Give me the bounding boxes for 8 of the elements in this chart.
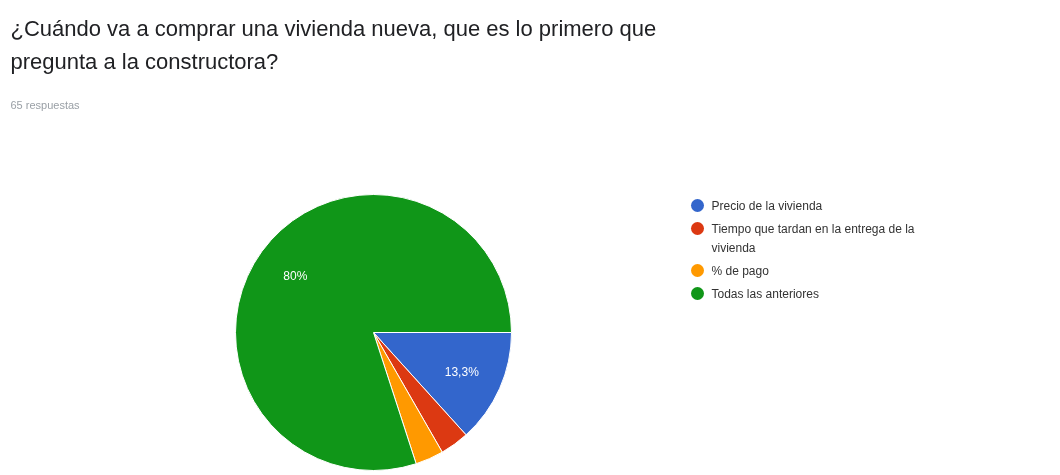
data-label: 80% — [283, 268, 308, 283]
chart-title: ¿Cuándo va a comprar una vivienda nueva, que es lo primero que pregunta a la constructora? — [10, 16, 657, 74]
legend-label: % de pago — [711, 263, 770, 278]
legend-label: Precio de la vivienda — [711, 198, 823, 213]
legend-label: Todas las anteriores — [711, 286, 819, 301]
data-label: 13,3% — [444, 364, 480, 379]
text: 65 respuestas — [10, 98, 81, 111]
legend-label: Tiempo que tardan en la entrega de la vivienda — [711, 221, 915, 255]
